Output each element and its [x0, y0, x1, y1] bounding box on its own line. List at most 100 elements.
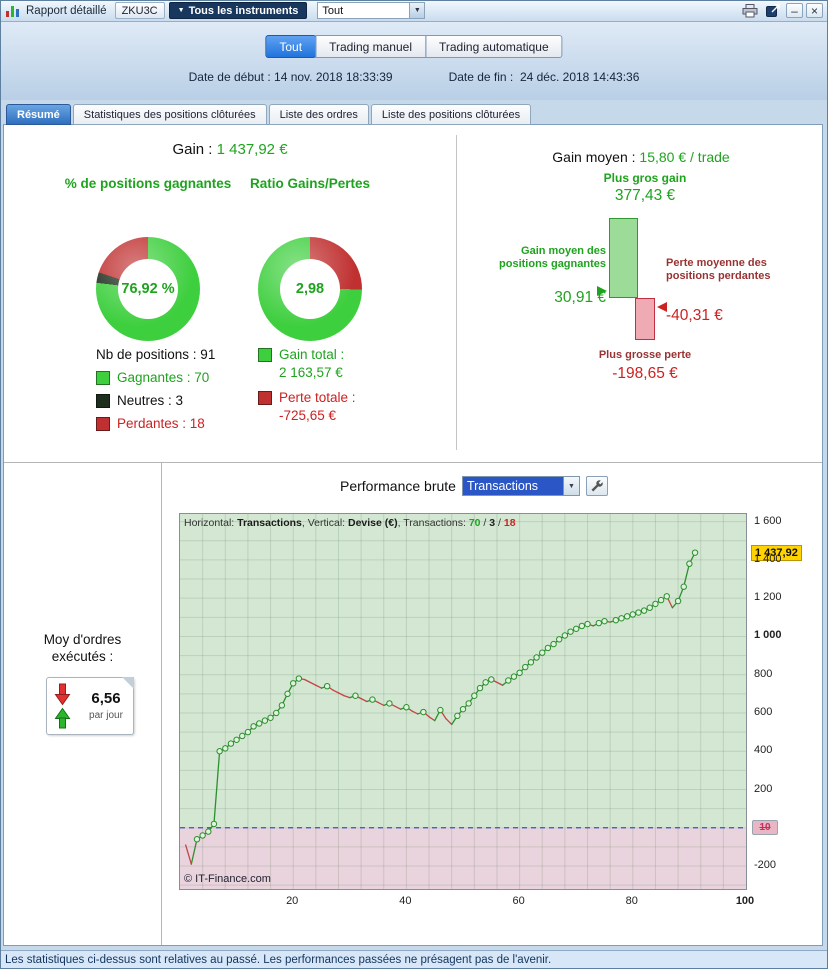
tab-statistiques[interactable]: Statistiques des positions clôturées [72, 104, 267, 125]
positions-legend: Nb de positions : 91 Gagnantes : 70 Neut… [96, 347, 215, 431]
y-tick-label: 1 200 [754, 591, 782, 604]
y-tick-label: 200 [754, 782, 773, 795]
positions-count: Nb de positions : 91 [96, 347, 216, 362]
tab-liste-positions[interactable]: Liste des positions clôturées [370, 104, 532, 125]
performance-axis-value: Transactions [462, 477, 563, 495]
chart-legend: Horizontal: Transactions, Vertical: Devi… [184, 517, 516, 529]
y-tick-label: 600 [754, 705, 773, 718]
y-axis[interactable]: 1 437,92 10 1 600 1 400 1 200 1 000 800 600 40… [751, 513, 821, 890]
print-button[interactable] [740, 2, 760, 19]
max-loss-bar [635, 298, 655, 341]
chart-settings-button[interactable] [585, 476, 608, 496]
orders-per-day-card: 6,56 par jour [46, 677, 134, 735]
ratio-value: 2,98 [295, 281, 325, 297]
orders-per-day-label: Moy d'ordres exécutés : [43, 632, 122, 664]
legend-swatch [96, 393, 110, 408]
tab-trading-manuel[interactable]: Trading manuel [315, 35, 426, 58]
report-code-button[interactable]: ZKU3C [114, 2, 165, 19]
divider [161, 463, 162, 945]
loss-total-row: Perte totale : [258, 390, 356, 405]
report-tab-bar: Résumé Statistiques des positions clôtur… [6, 104, 532, 125]
chevron-down-icon: ▼ [409, 3, 425, 18]
equity-chart-svg [180, 514, 746, 889]
tab-liste-ordres[interactable]: Liste des ordres [268, 104, 369, 125]
divider [456, 135, 457, 450]
gain-summary: Gain : 1 437,92 € [172, 141, 288, 158]
watermark: © IT-Finance.com [184, 873, 271, 885]
detach-window-button[interactable] [763, 2, 783, 19]
x-axis[interactable]: 20 40 60 80 100 [179, 895, 789, 911]
titlebar: Rapport détaillé ZKU3C ▼ Tous les instru… [0, 0, 828, 22]
ratio-donut-chart: 2,98 [258, 237, 362, 341]
x-tick-label: 100 [735, 895, 755, 907]
max-gain-label: Plus gros gain [603, 171, 687, 185]
chevron-down-icon: ▼ [562, 477, 579, 495]
performance-axis-select[interactable]: Transactions ▼ [461, 476, 580, 496]
avg-gain-arrow-icon [597, 286, 607, 297]
y-tick-label: 1 400 [754, 552, 782, 565]
performance-title: Performance brute [340, 478, 456, 494]
legend-swatch [258, 347, 272, 362]
avg-loss-arrow-icon [657, 301, 667, 312]
sell-arrow-icon [54, 683, 71, 706]
max-gain-bar [609, 218, 638, 298]
ratio-title: Ratio Gains/Pertes [249, 176, 371, 191]
chevron-down-icon: ▼ [177, 7, 185, 14]
main-panel: Gain : 1 437,92 € % de positions gagnant… [3, 124, 823, 946]
detach-icon [765, 4, 780, 17]
y-tick-label: 1 600 [754, 514, 782, 527]
tab-tout[interactable]: Tout [265, 35, 317, 58]
avg-loss-value: -40,31 € [666, 307, 723, 324]
legend-item-perdantes: Perdantes : 18 [96, 416, 215, 431]
instrument-filter-value: Tout [322, 4, 344, 17]
scope-tab-group: Tout Trading manuel Trading automatique [265, 35, 563, 58]
legend-item-neutres: Neutres : 3 [96, 393, 215, 408]
close-button[interactable]: × [806, 3, 823, 18]
max-loss-label: Plus grosse perte [598, 349, 692, 361]
date-start: Date de début : 14 nov. 2018 18:33:39 [188, 70, 393, 84]
winpct-title: % de positions gagnantes [64, 176, 232, 191]
average-gain-title: Gain moyen : 15,80 € / trade [552, 149, 730, 165]
wrench-icon [591, 480, 603, 492]
legend-swatch [96, 370, 110, 385]
avg-loss-label: Perte moyenne des positions perdantes [666, 257, 771, 282]
axis-scale-box[interactable]: 10 [752, 819, 778, 835]
winpct-value: 76,92 % [121, 281, 175, 297]
app-icon [6, 6, 19, 17]
avg-gain-label: Gain moyen des positions gagnantes [499, 245, 606, 270]
date-range: Date de début : 14 nov. 2018 18:33:39 Da… [0, 70, 828, 84]
instruments-button-label: Tous les instruments [188, 4, 299, 17]
legend-swatch [258, 390, 272, 405]
y-tick-label: 800 [754, 667, 773, 680]
legend-swatch [96, 416, 110, 431]
chart-zone: Horizontal: Transactions, Vertical: Devi… [179, 513, 822, 943]
orders-per-day-unit: par jour [89, 710, 123, 721]
max-loss-value: -198,65 € [612, 365, 678, 382]
x-tick-label: 40 [399, 895, 412, 907]
tab-trading-automatique[interactable]: Trading automatique [425, 35, 563, 58]
orders-arrows [54, 683, 71, 730]
window-title: Rapport détaillé [26, 4, 107, 17]
y-tick-label: -200 [754, 859, 777, 872]
current-value-tag: 1 437,92 [751, 544, 802, 561]
window-controls: – × [740, 2, 823, 19]
orders-per-day-value: 6,56 [91, 690, 121, 707]
x-tick-label: 80 [625, 895, 638, 907]
max-gain-value: 377,43 € [614, 187, 676, 204]
printer-icon [742, 3, 758, 17]
gain-total-row: Gain total : [258, 347, 356, 362]
y-tick-label: 1 000 [754, 629, 782, 642]
equity-chart[interactable]: Horizontal: Transactions, Vertical: Devi… [179, 513, 747, 890]
x-tick-label: 60 [512, 895, 525, 907]
legend-item-gagnantes: Gagnantes : 70 [96, 370, 215, 385]
x-tick-label: 20 [286, 895, 299, 907]
page-fold-icon [122, 677, 134, 689]
instruments-button[interactable]: ▼ Tous les instruments [168, 2, 308, 19]
instrument-filter-select[interactable]: Tout ▼ [317, 2, 426, 19]
y-tick-label: 400 [754, 744, 773, 757]
buy-arrow-icon [54, 707, 71, 729]
minimize-icon: – [791, 3, 798, 18]
performance-header: Performance brute Transactions ▼ [340, 476, 608, 496]
minimize-button[interactable]: – [786, 3, 803, 18]
tab-resume[interactable]: Résumé [6, 104, 71, 125]
